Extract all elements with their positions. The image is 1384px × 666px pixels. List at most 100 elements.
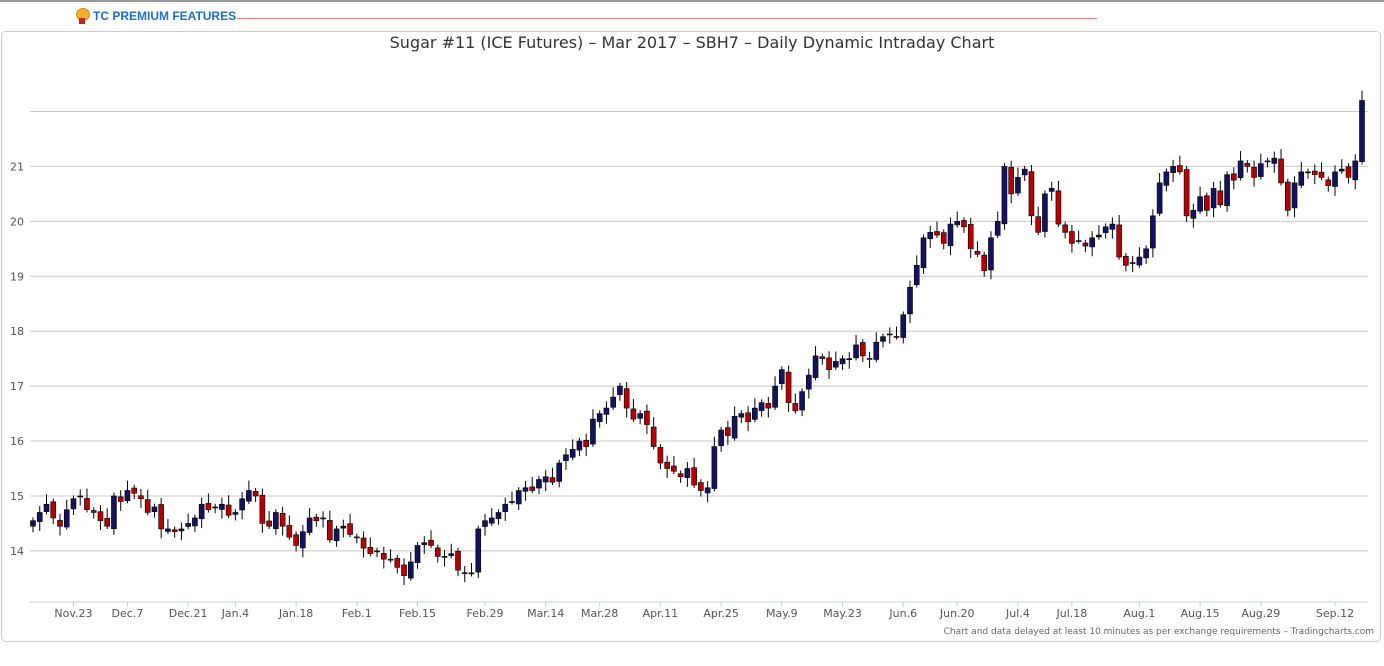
- candle-down: [84, 498, 90, 511]
- candle-up: [333, 528, 340, 542]
- x-tick-label: Feb.1: [342, 607, 372, 620]
- candle-up: [812, 355, 819, 378]
- x-tick-label: Nov.23: [54, 607, 92, 620]
- candle-down: [225, 504, 232, 516]
- candle-up: [569, 448, 576, 458]
- candle-up: [799, 391, 805, 411]
- candle-up: [886, 333, 893, 336]
- candle-down: [1318, 171, 1325, 178]
- x-tick-label: Sep.12: [1316, 607, 1354, 620]
- candle-up: [273, 512, 279, 529]
- candle-up: [1089, 237, 1095, 248]
- candle-down: [677, 473, 684, 478]
- candle-up: [1075, 240, 1082, 242]
- candle-up: [1332, 171, 1338, 187]
- award-medal-icon: [75, 8, 90, 24]
- top-border: [0, 0, 1384, 2]
- candle-up: [30, 520, 36, 527]
- candle-up: [300, 531, 306, 549]
- y-tick-label: 15: [10, 490, 24, 503]
- candle-up: [637, 413, 643, 419]
- candle-up: [1109, 223, 1116, 230]
- candle-up: [387, 558, 394, 561]
- candle-down: [664, 461, 670, 469]
- candle-down: [313, 516, 320, 522]
- candle-up: [407, 561, 414, 579]
- candle-down: [745, 412, 751, 423]
- candle-down: [961, 220, 967, 228]
- candle-up: [994, 221, 1001, 236]
- candle-up: [913, 264, 920, 286]
- candle-up: [124, 490, 131, 501]
- candle-up: [43, 503, 50, 512]
- candle-up: [515, 490, 522, 505]
- x-tick-label: May.9: [766, 607, 798, 620]
- candle-up: [1042, 193, 1048, 232]
- candle-up: [488, 517, 495, 524]
- candle-down: [1204, 195, 1210, 211]
- y-tick-label: 20: [10, 215, 24, 228]
- candle-up: [1359, 100, 1365, 163]
- candle-up: [468, 572, 475, 575]
- x-tick-label: Jul.4: [1005, 607, 1030, 620]
- candle-up: [502, 503, 509, 512]
- candle-down: [698, 482, 704, 491]
- candle-down: [1177, 165, 1183, 173]
- candle-up: [239, 498, 245, 511]
- candle-up: [151, 506, 158, 512]
- candle-up: [1143, 248, 1149, 259]
- candle-up: [1197, 196, 1203, 212]
- x-tick-label: Aug.15: [1181, 607, 1220, 620]
- candle-down: [1278, 158, 1284, 184]
- candle-down: [893, 336, 900, 338]
- candle-down: [259, 494, 266, 524]
- candle-up: [900, 314, 907, 338]
- candle-down: [1183, 169, 1190, 217]
- candle-up: [684, 468, 691, 478]
- x-tick-label: Mar.14: [527, 607, 564, 620]
- x-tick-label: Feb.15: [399, 607, 436, 620]
- candle-up: [374, 550, 380, 553]
- candle-up: [988, 237, 994, 271]
- chart-title: Sugar #11 (ICE Futures) – Mar 2017 – SBH…: [389, 33, 995, 52]
- candle-down: [974, 250, 981, 255]
- x-tick-label: Aug.29: [1241, 607, 1280, 620]
- candle-down: [1055, 190, 1062, 225]
- candle-down: [401, 564, 407, 576]
- candle-down: [657, 447, 664, 464]
- candle-down: [981, 254, 988, 272]
- candle-up: [556, 462, 563, 482]
- candle-up: [1096, 234, 1102, 238]
- candle-up: [846, 358, 853, 360]
- candle-down: [792, 403, 799, 412]
- y-tick-label: 21: [10, 160, 24, 173]
- candle-up: [1048, 188, 1055, 192]
- y-tick-label: 19: [10, 270, 24, 283]
- candle-up: [1305, 171, 1311, 174]
- x-tick-label: Jun.20: [939, 607, 975, 620]
- candle-down: [1116, 224, 1122, 258]
- y-tick-label: 17: [10, 380, 24, 393]
- candle-up: [1298, 171, 1305, 186]
- candle-up: [758, 402, 765, 411]
- candle-up: [907, 286, 913, 315]
- candle-down: [826, 357, 832, 370]
- candle-down: [671, 465, 677, 472]
- candle-up: [1163, 171, 1170, 186]
- candle-down: [859, 342, 866, 357]
- candle-down: [1008, 166, 1014, 195]
- candle-up: [198, 503, 205, 520]
- candle-down: [583, 439, 589, 447]
- candle-up: [421, 542, 428, 545]
- premium-features-label: TC PREMIUM FEATURES: [93, 9, 237, 23]
- candle-down: [97, 511, 104, 522]
- candle-up: [232, 512, 239, 515]
- candle-up: [731, 416, 738, 439]
- candle-down: [819, 356, 826, 359]
- candle-down: [650, 426, 657, 447]
- candle-down: [279, 512, 286, 527]
- candle-up: [1291, 182, 1298, 209]
- candle-up: [246, 490, 252, 502]
- premium-features-link[interactable]: TC PREMIUM FEATURES: [75, 8, 236, 24]
- candle-up: [873, 341, 880, 360]
